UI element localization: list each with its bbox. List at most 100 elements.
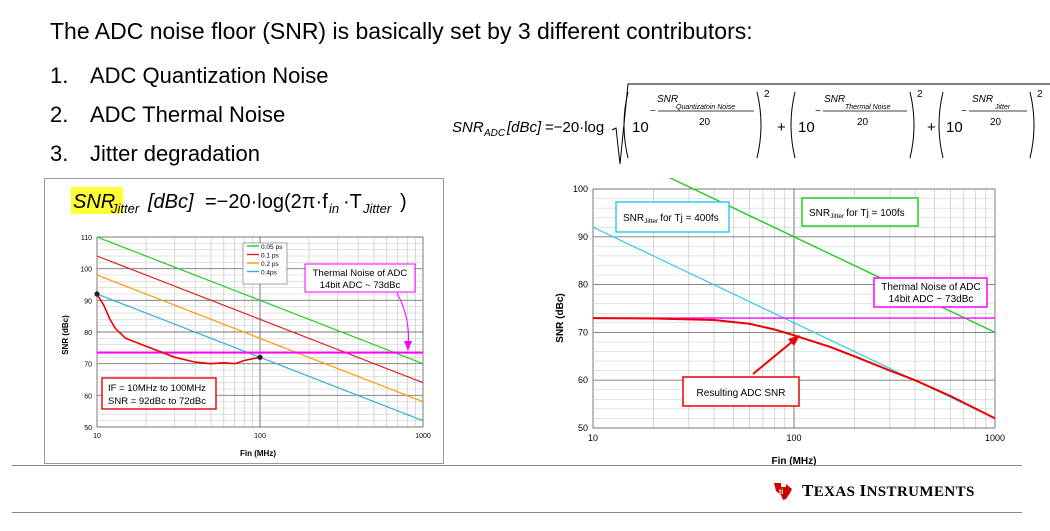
y-tick-label: 70 — [84, 362, 92, 369]
tj100-annotation — [801, 197, 919, 227]
snr-adc-equation: SNR ADC [dBc] =−20·log 10 − SNR Quantiza… — [452, 83, 1050, 165]
ti-wordmark: TEXAS INSTRUMENTS — [802, 481, 975, 500]
slide-heading: The ADC noise floor (SNR) is basically s… — [50, 18, 753, 44]
x-tick-label: 100 — [786, 433, 801, 443]
thermal-arrow-head — [404, 341, 412, 351]
c2-xlabel: Fin (MHz) — [772, 456, 817, 467]
thermal-annotation-line2: 14bit ADC ~ 73dBc — [320, 280, 401, 291]
resulting-snr-label: Resulting ADC SNR — [697, 388, 786, 399]
eq-exp-2: 2 — [917, 89, 923, 100]
tj100-label: SNRJitter for Tj = 100fs — [809, 208, 905, 220]
formula-highlight — [71, 187, 123, 214]
eq-ten-3: 10 — [946, 119, 963, 136]
eq-snr-1: SNR — [657, 94, 678, 105]
if-annotation-line2: SNR = 92dBc to 72dBc — [108, 396, 206, 407]
eq-minus: − — [815, 106, 821, 117]
legend-label: 0.2 ps — [261, 261, 279, 268]
jitter-snr-chart: SNR Jitter [dBc] =−20·log(2π·f in ·T Jit… — [61, 187, 431, 458]
thermal-annotation-line1: Thermal Noise of ADC — [313, 268, 408, 279]
jf-f-sub: in — [329, 201, 339, 216]
eq-term-thermal: Thermal Noise — [845, 104, 891, 111]
series-line-1 — [96, 255, 424, 384]
jf-lhs-sub: Jitter — [110, 201, 140, 216]
y-tick-label: 100 — [573, 184, 588, 194]
eq-ten-1: 10 — [632, 119, 649, 136]
jf-unit: [dBc] — [147, 191, 194, 213]
contributor-item: 2. ADC Thermal Noise — [50, 95, 328, 134]
jf-rhs: =−20·log(2π·f — [205, 191, 328, 213]
contributor-label: ADC Quantization Noise — [90, 63, 329, 88]
contributor-item: 3. Jitter degradation — [50, 134, 328, 173]
c1-xlabel: Fin (MHz) — [240, 449, 276, 458]
x-tick-label: 1000 — [415, 433, 431, 440]
footer-rule — [12, 465, 1022, 466]
y-tick-label: 60 — [84, 393, 92, 400]
eq-term-jitter: Jitter — [994, 104, 1011, 111]
contributor-number: 2. — [50, 102, 69, 127]
x-tick-label: 100 — [254, 433, 266, 440]
eq-ten-2: 10 — [798, 119, 815, 136]
legend-label: 0.1 ps — [261, 253, 279, 260]
series-line-2 — [96, 274, 424, 403]
jitter-chart-panel: SNR Jitter [dBc] =−20·log(2π·f in ·T Jit… — [44, 178, 444, 464]
eq-lhs: SNR — [452, 119, 484, 136]
eq-exp-1: 2 — [764, 89, 770, 100]
eq-lhs-sub: ADC — [483, 128, 506, 139]
eq-exp-3: 2 — [1037, 89, 1043, 100]
x-tick-label: 10 — [588, 433, 598, 443]
eq-minus: − — [961, 106, 967, 117]
eq-term-quant: Quantizatoin Noise — [676, 104, 735, 111]
thermal2-line1: Thermal Noise of ADC — [881, 282, 980, 293]
marker-point-1 — [257, 354, 263, 360]
contributor-number: 1. — [50, 63, 69, 88]
ti-state-icon: ti — [774, 483, 792, 500]
marker-point-0 — [94, 291, 100, 297]
jf-t: ·T — [343, 191, 362, 213]
thermal2-line2: 14bit ADC ~ 73dBc — [889, 294, 974, 305]
resulting-snr-annotation — [682, 376, 800, 407]
legend-label: 0.05 ps — [261, 244, 283, 251]
y-tick-label: 70 — [578, 327, 588, 337]
if-annotation-line1: IF = 10MHz to 100MHz — [108, 383, 206, 394]
jitter-formula: SNR Jitter [dBc] =−20·log(2π·f in ·T Jit… — [73, 191, 407, 216]
resulting-snr-chart: 50 60 70 80 90 100 10 100 1000 SNRJitter for Tj =… — [555, 178, 1005, 467]
contributor-number: 3. — [50, 141, 69, 166]
y-tick-label: 90 — [84, 298, 92, 305]
thermal-noise-annotation — [304, 263, 416, 293]
c1-ylabel: SNR (dBc) — [61, 315, 70, 355]
texas-instruments-logo: ti TEXAS INSTRUMENTS — [772, 481, 975, 501]
jf-close: ) — [400, 191, 407, 213]
y-tick-label: 110 — [81, 235, 92, 242]
resulting-snr-arrow — [752, 340, 794, 375]
eq-minus: − — [650, 106, 656, 117]
x-tick-label: 10 — [93, 433, 101, 440]
eq-plus-1: + — [777, 119, 786, 136]
footer-rule-bottom — [12, 512, 1022, 513]
eq-denom-3: 20 — [990, 117, 1002, 128]
series-line-5 — [96, 293, 261, 365]
eq-snr-2: SNR — [824, 94, 845, 105]
eq-denom-2: 20 — [857, 117, 869, 128]
y-tick-label: 50 — [84, 425, 92, 432]
jf-lhs: SNR — [73, 191, 115, 213]
series-line-3 — [592, 317, 996, 420]
if-range-annotation — [101, 377, 217, 410]
contributor-item: 1. ADC Quantization Noise — [50, 56, 328, 95]
y-tick-label: 100 — [80, 267, 92, 274]
resulting-snr-arrow-head — [788, 335, 800, 346]
y-tick-label: 80 — [578, 280, 588, 290]
svg-text:ti: ti — [779, 489, 783, 496]
contributor-label: Jitter degradation — [90, 141, 260, 166]
jf-t-sub: Jitter — [362, 201, 392, 216]
eq-plus-2: + — [927, 119, 936, 136]
eq-lhs-unit: [dBc] — [506, 119, 542, 136]
y-tick-label: 90 — [578, 232, 588, 242]
eq-snr-3: SNR — [972, 94, 993, 105]
legend-label: 0.4ps — [261, 270, 278, 277]
y-tick-label: 60 — [578, 375, 588, 385]
tj400-annotation — [615, 201, 730, 233]
x-tick-label: 1000 — [985, 433, 1005, 443]
tj400-label: SNRJitter for Tj = 400fs — [623, 213, 719, 225]
thermal-noise-annotation-2 — [873, 277, 988, 308]
contributor-label: ADC Thermal Noise — [90, 102, 286, 127]
